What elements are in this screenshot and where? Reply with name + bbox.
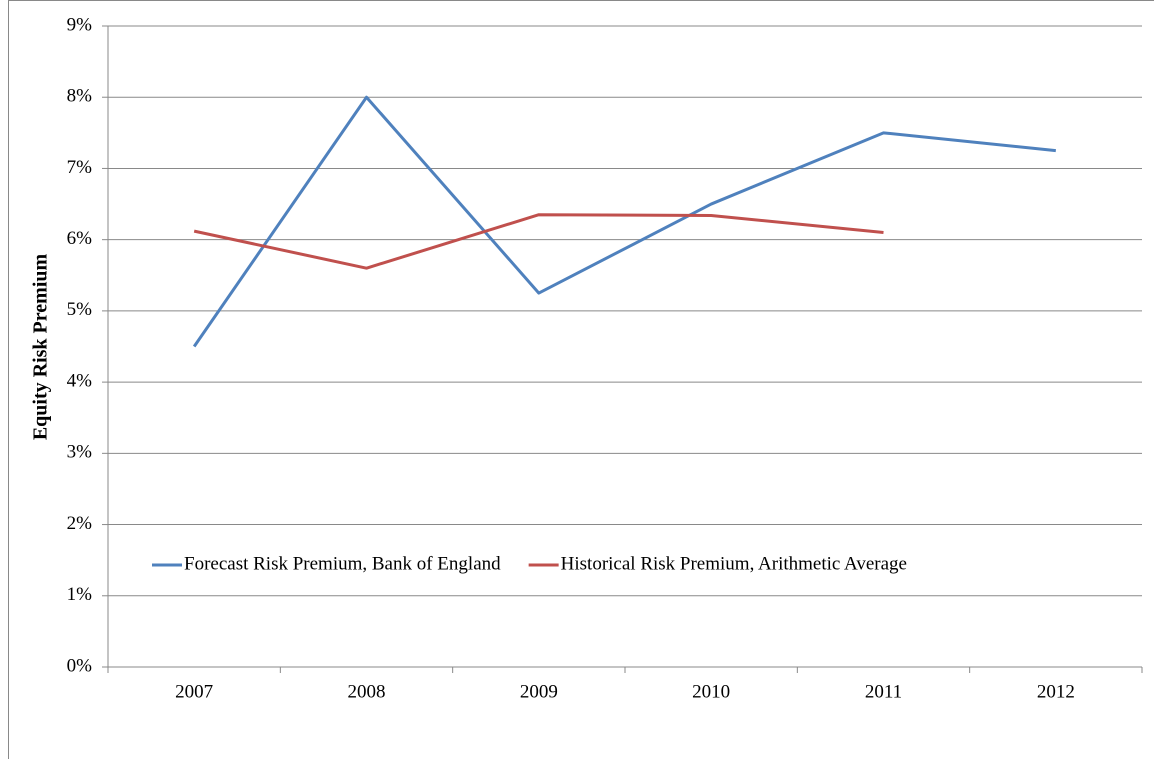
chart-border bbox=[8, 0, 1154, 759]
legend-label: Forecast Risk Premium, Bank of England bbox=[184, 553, 501, 574]
legend-label: Historical Risk Premium, Arithmetic Aver… bbox=[561, 553, 907, 574]
series-line bbox=[192, 95, 1056, 348]
x-tick-label: 2010 bbox=[692, 681, 730, 702]
y-tick-label: 0% bbox=[67, 655, 93, 676]
x-tick-label: 2009 bbox=[520, 681, 558, 702]
y-axis-label: Equity Risk Premium bbox=[30, 254, 52, 441]
y-tick-label: 2% bbox=[67, 513, 93, 534]
y-tick-label: 7% bbox=[67, 157, 93, 178]
y-tick-label: 9% bbox=[67, 14, 93, 35]
x-tick-label: 2008 bbox=[348, 681, 386, 702]
y-tick-label: 5% bbox=[67, 299, 93, 320]
series-line bbox=[193, 213, 884, 270]
x-tick-label: 2011 bbox=[865, 681, 902, 702]
y-tick-label: 8% bbox=[67, 86, 93, 107]
x-tick-label: 2007 bbox=[175, 681, 213, 702]
y-tick-label: 6% bbox=[67, 228, 93, 249]
y-tick-label: 3% bbox=[67, 442, 93, 463]
x-tick-label: 2012 bbox=[1037, 681, 1075, 702]
y-tick-label: 4% bbox=[67, 370, 93, 391]
y-tick-label: 1% bbox=[67, 584, 93, 605]
